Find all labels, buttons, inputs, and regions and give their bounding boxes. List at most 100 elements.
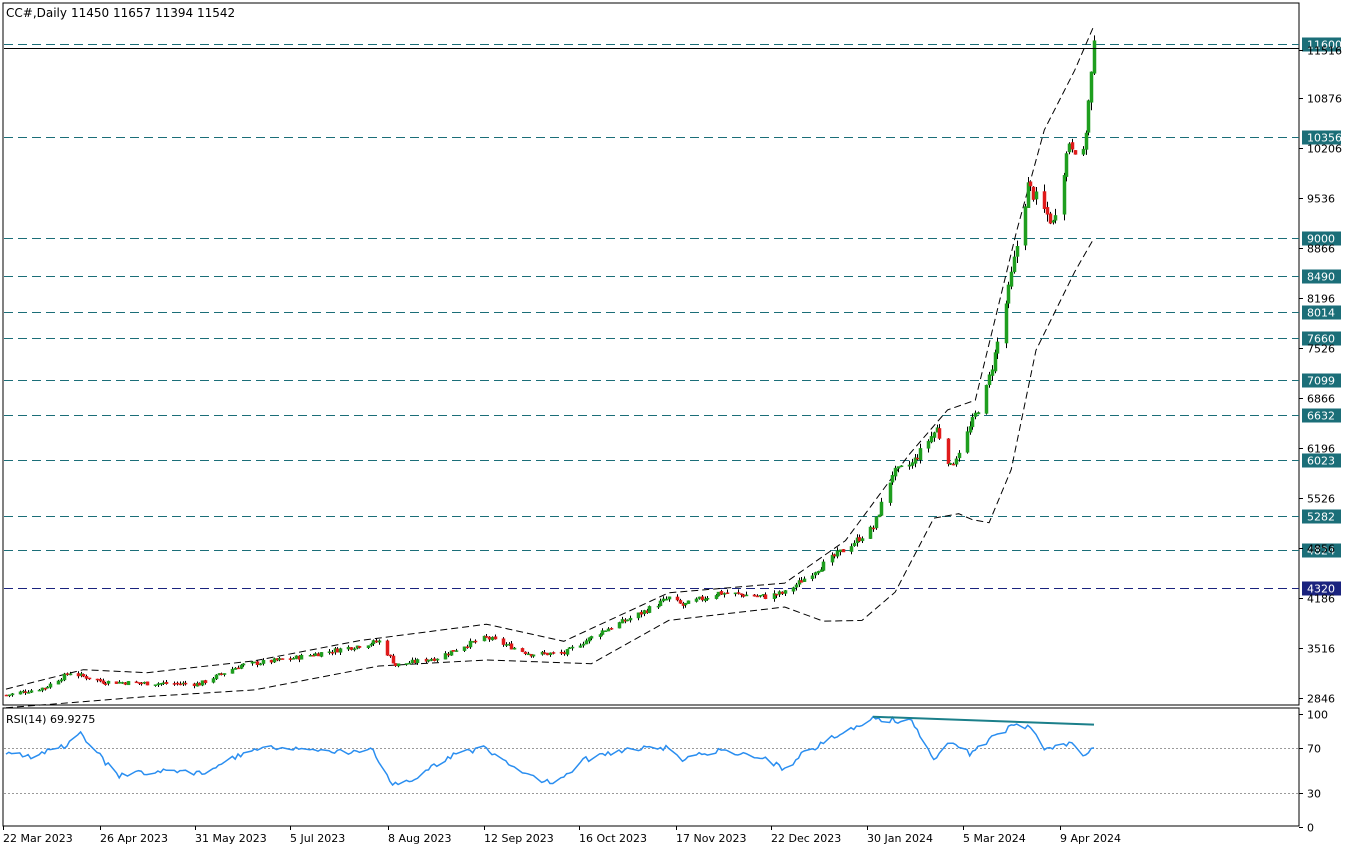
date-tick-label: 5 Jul 2023 <box>290 832 345 845</box>
bullish-candle <box>338 647 343 656</box>
candle-body <box>888 482 893 503</box>
candle-body <box>946 438 951 465</box>
candle-body <box>642 610 647 614</box>
candle-body <box>548 652 553 655</box>
candle-body <box>126 681 131 686</box>
bullish-candle <box>26 690 31 694</box>
bullish-candle <box>29 689 34 694</box>
candle-body <box>987 374 992 386</box>
candle-body <box>214 674 219 680</box>
price-tick-label: 11516 <box>1307 45 1342 58</box>
candle-body <box>197 682 202 686</box>
bullish-candle <box>976 411 981 415</box>
candle-body <box>1053 215 1058 221</box>
bearish-candle <box>774 593 779 598</box>
candle-body <box>369 643 374 646</box>
candle-body <box>95 678 100 681</box>
candle-body <box>153 684 158 686</box>
level-label-4824: 4824 <box>1307 545 1335 558</box>
bullish-candle <box>910 458 915 469</box>
candle-body <box>816 571 821 574</box>
candle-body <box>871 527 876 530</box>
candle-body <box>705 598 710 600</box>
candle-body <box>236 667 241 670</box>
candle-body <box>523 651 528 654</box>
bearish-candle <box>357 645 362 649</box>
candle-body <box>145 681 150 686</box>
bullish-candle <box>1084 130 1089 155</box>
candle-body <box>313 653 318 656</box>
bullish-candle <box>658 598 663 607</box>
candle-body <box>1070 142 1075 150</box>
price-tick-label: 6866 <box>1307 393 1335 406</box>
bullish-candle <box>68 671 73 676</box>
candle-body <box>175 682 180 685</box>
bullish-candle <box>570 645 575 651</box>
candle-body <box>741 594 746 597</box>
bullish-candle <box>443 651 448 660</box>
candle-body <box>7 694 12 697</box>
rsi-title: RSI(14) 69.9275 <box>6 713 95 726</box>
candle-body <box>993 352 998 372</box>
bullish-candle <box>830 552 835 566</box>
candle-body <box>501 638 506 645</box>
bullish-candle <box>816 570 821 575</box>
level-label-6023: 6023 <box>1307 455 1335 468</box>
bullish-candle <box>1026 176 1031 208</box>
bullish-candle <box>153 684 158 687</box>
level-label-11600: 11600 <box>1307 39 1342 52</box>
bearish-candle <box>752 594 757 597</box>
candle-body <box>357 646 362 648</box>
bullish-candle <box>1012 250 1017 274</box>
bearish-candle <box>43 687 48 691</box>
bearish-candle <box>951 462 956 466</box>
bullish-candle <box>62 672 67 682</box>
candle-body <box>700 596 705 601</box>
bearish-candle <box>84 674 89 681</box>
bullish-candle <box>758 594 763 598</box>
candle-body <box>219 673 224 675</box>
candle-body <box>609 628 614 630</box>
bullish-candle <box>1023 203 1028 251</box>
candle-body <box>562 652 567 655</box>
level-label-10356: 10356 <box>1307 132 1342 145</box>
price-tick-label: 9536 <box>1307 193 1335 206</box>
candle-body <box>178 683 183 686</box>
bullish-candle <box>617 621 622 629</box>
candle-body <box>222 673 227 675</box>
bearish-candle <box>871 525 876 532</box>
candle-body <box>725 592 730 594</box>
candle-body <box>799 580 804 583</box>
bearish-candle <box>385 639 390 656</box>
bullish-candle <box>600 628 605 636</box>
bullish-candle <box>435 658 440 663</box>
candle-body <box>907 464 912 467</box>
candle-body <box>531 654 536 657</box>
candle-body <box>374 640 379 643</box>
level-label-6632: 6632 <box>1307 410 1335 423</box>
candle-body <box>1034 191 1039 200</box>
candle-body <box>951 463 956 466</box>
bullish-candle <box>222 673 227 677</box>
level-label-4320: 4320 <box>1307 583 1335 596</box>
candle-body <box>26 692 31 694</box>
candle-body <box>1092 40 1097 74</box>
bullish-candle <box>200 680 205 687</box>
bullish-candle <box>299 653 304 660</box>
candle-body <box>316 653 321 657</box>
level-label-box-10356 <box>1302 130 1341 145</box>
date-tick-label: 5 Mar 2024 <box>963 832 1026 845</box>
bearish-candle <box>937 424 942 440</box>
candle-body <box>277 658 282 661</box>
candle-body <box>18 691 23 695</box>
bearish-candle <box>520 647 525 653</box>
candle-body <box>87 677 92 680</box>
candle-body <box>1084 132 1089 150</box>
candle-body <box>1015 246 1020 257</box>
candle-body <box>736 592 741 594</box>
candle-body <box>661 598 666 602</box>
bearish-candle <box>98 677 103 683</box>
candle-body <box>156 683 161 686</box>
price-tick-label: 8866 <box>1307 243 1335 256</box>
